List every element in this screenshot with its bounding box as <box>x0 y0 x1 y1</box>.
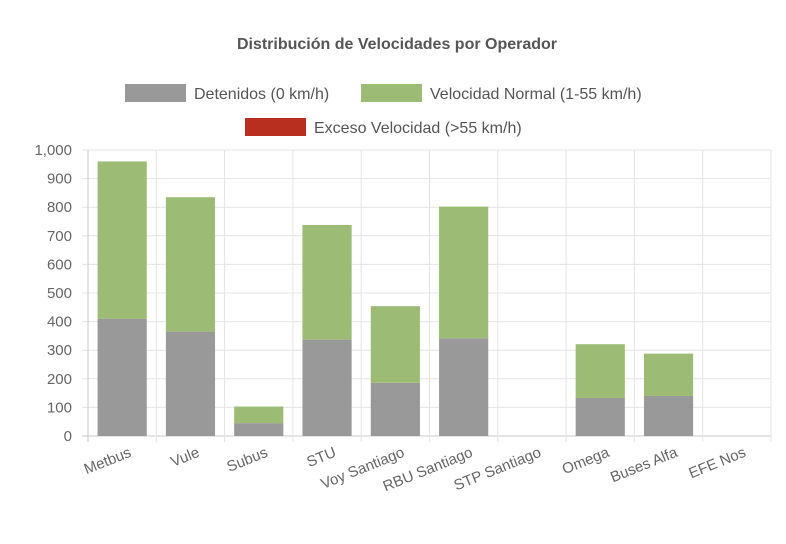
chart-title: Distribución de Velocidades por Operador <box>237 36 557 53</box>
y-axis-ticks: 0 100 200 300 400 500 600 700 800 900 1,000 <box>34 142 72 445</box>
x-tick-label: STU <box>304 444 338 471</box>
y-tick-label: 300 <box>47 342 72 359</box>
bar-normal[interactable] <box>439 206 489 339</box>
bar-stopped[interactable] <box>97 318 147 436</box>
x-tick-label: EFE Nos <box>686 444 748 482</box>
bar-normal[interactable] <box>302 224 352 340</box>
bar-normal[interactable] <box>575 344 625 398</box>
legend-swatch-normal <box>361 84 422 102</box>
bar-stopped[interactable] <box>439 338 489 436</box>
x-tick-label: Buses Alfa <box>608 444 681 487</box>
bar-stopped[interactable] <box>643 395 694 436</box>
bar-stopped[interactable] <box>302 339 352 436</box>
y-tick-label: 0 <box>64 428 72 445</box>
y-tick-label: 200 <box>47 371 72 388</box>
bar-normal[interactable] <box>234 406 284 424</box>
y-tick-label: 100 <box>47 399 72 416</box>
legend-label-speeding: Exceso Velocidad (>55 km/h) <box>314 120 522 137</box>
x-tick-label: Omega <box>560 444 613 478</box>
x-tick-label: Vule <box>168 444 202 471</box>
legend-swatch-stopped <box>125 84 186 102</box>
y-tick-label: 400 <box>47 314 72 331</box>
legend-item-stopped[interactable]: Detenidos (0 km/h) <box>125 84 329 103</box>
bar-stopped[interactable] <box>165 331 216 436</box>
y-tick-label: 900 <box>47 171 72 188</box>
legend-label-stopped: Detenidos (0 km/h) <box>194 86 329 103</box>
bars <box>97 161 694 436</box>
bar-normal[interactable] <box>370 306 420 383</box>
bar-stopped[interactable] <box>234 423 284 436</box>
legend: Detenidos (0 km/h) Velocidad Normal (1-5… <box>125 84 642 137</box>
bar-stopped[interactable] <box>575 397 625 436</box>
x-tick-label: Subus <box>224 444 270 476</box>
y-tick-label: 600 <box>47 256 72 273</box>
legend-item-normal[interactable]: Velocidad Normal (1-55 km/h) <box>361 84 642 103</box>
legend-swatch-speeding <box>245 118 306 136</box>
bar-normal[interactable] <box>165 197 216 332</box>
y-tick-label: 500 <box>47 285 72 302</box>
x-tick-label: Metbus <box>82 444 134 478</box>
bar-normal[interactable] <box>97 161 147 319</box>
y-tick-label: 800 <box>47 199 72 216</box>
bar-normal[interactable] <box>643 353 694 396</box>
y-tick-label: 1,000 <box>34 142 72 159</box>
legend-item-speeding[interactable]: Exceso Velocidad (>55 km/h) <box>245 118 522 137</box>
bar-stopped[interactable] <box>370 382 420 436</box>
legend-label-normal: Velocidad Normal (1-55 km/h) <box>430 86 642 103</box>
y-tick-label: 700 <box>47 228 72 245</box>
